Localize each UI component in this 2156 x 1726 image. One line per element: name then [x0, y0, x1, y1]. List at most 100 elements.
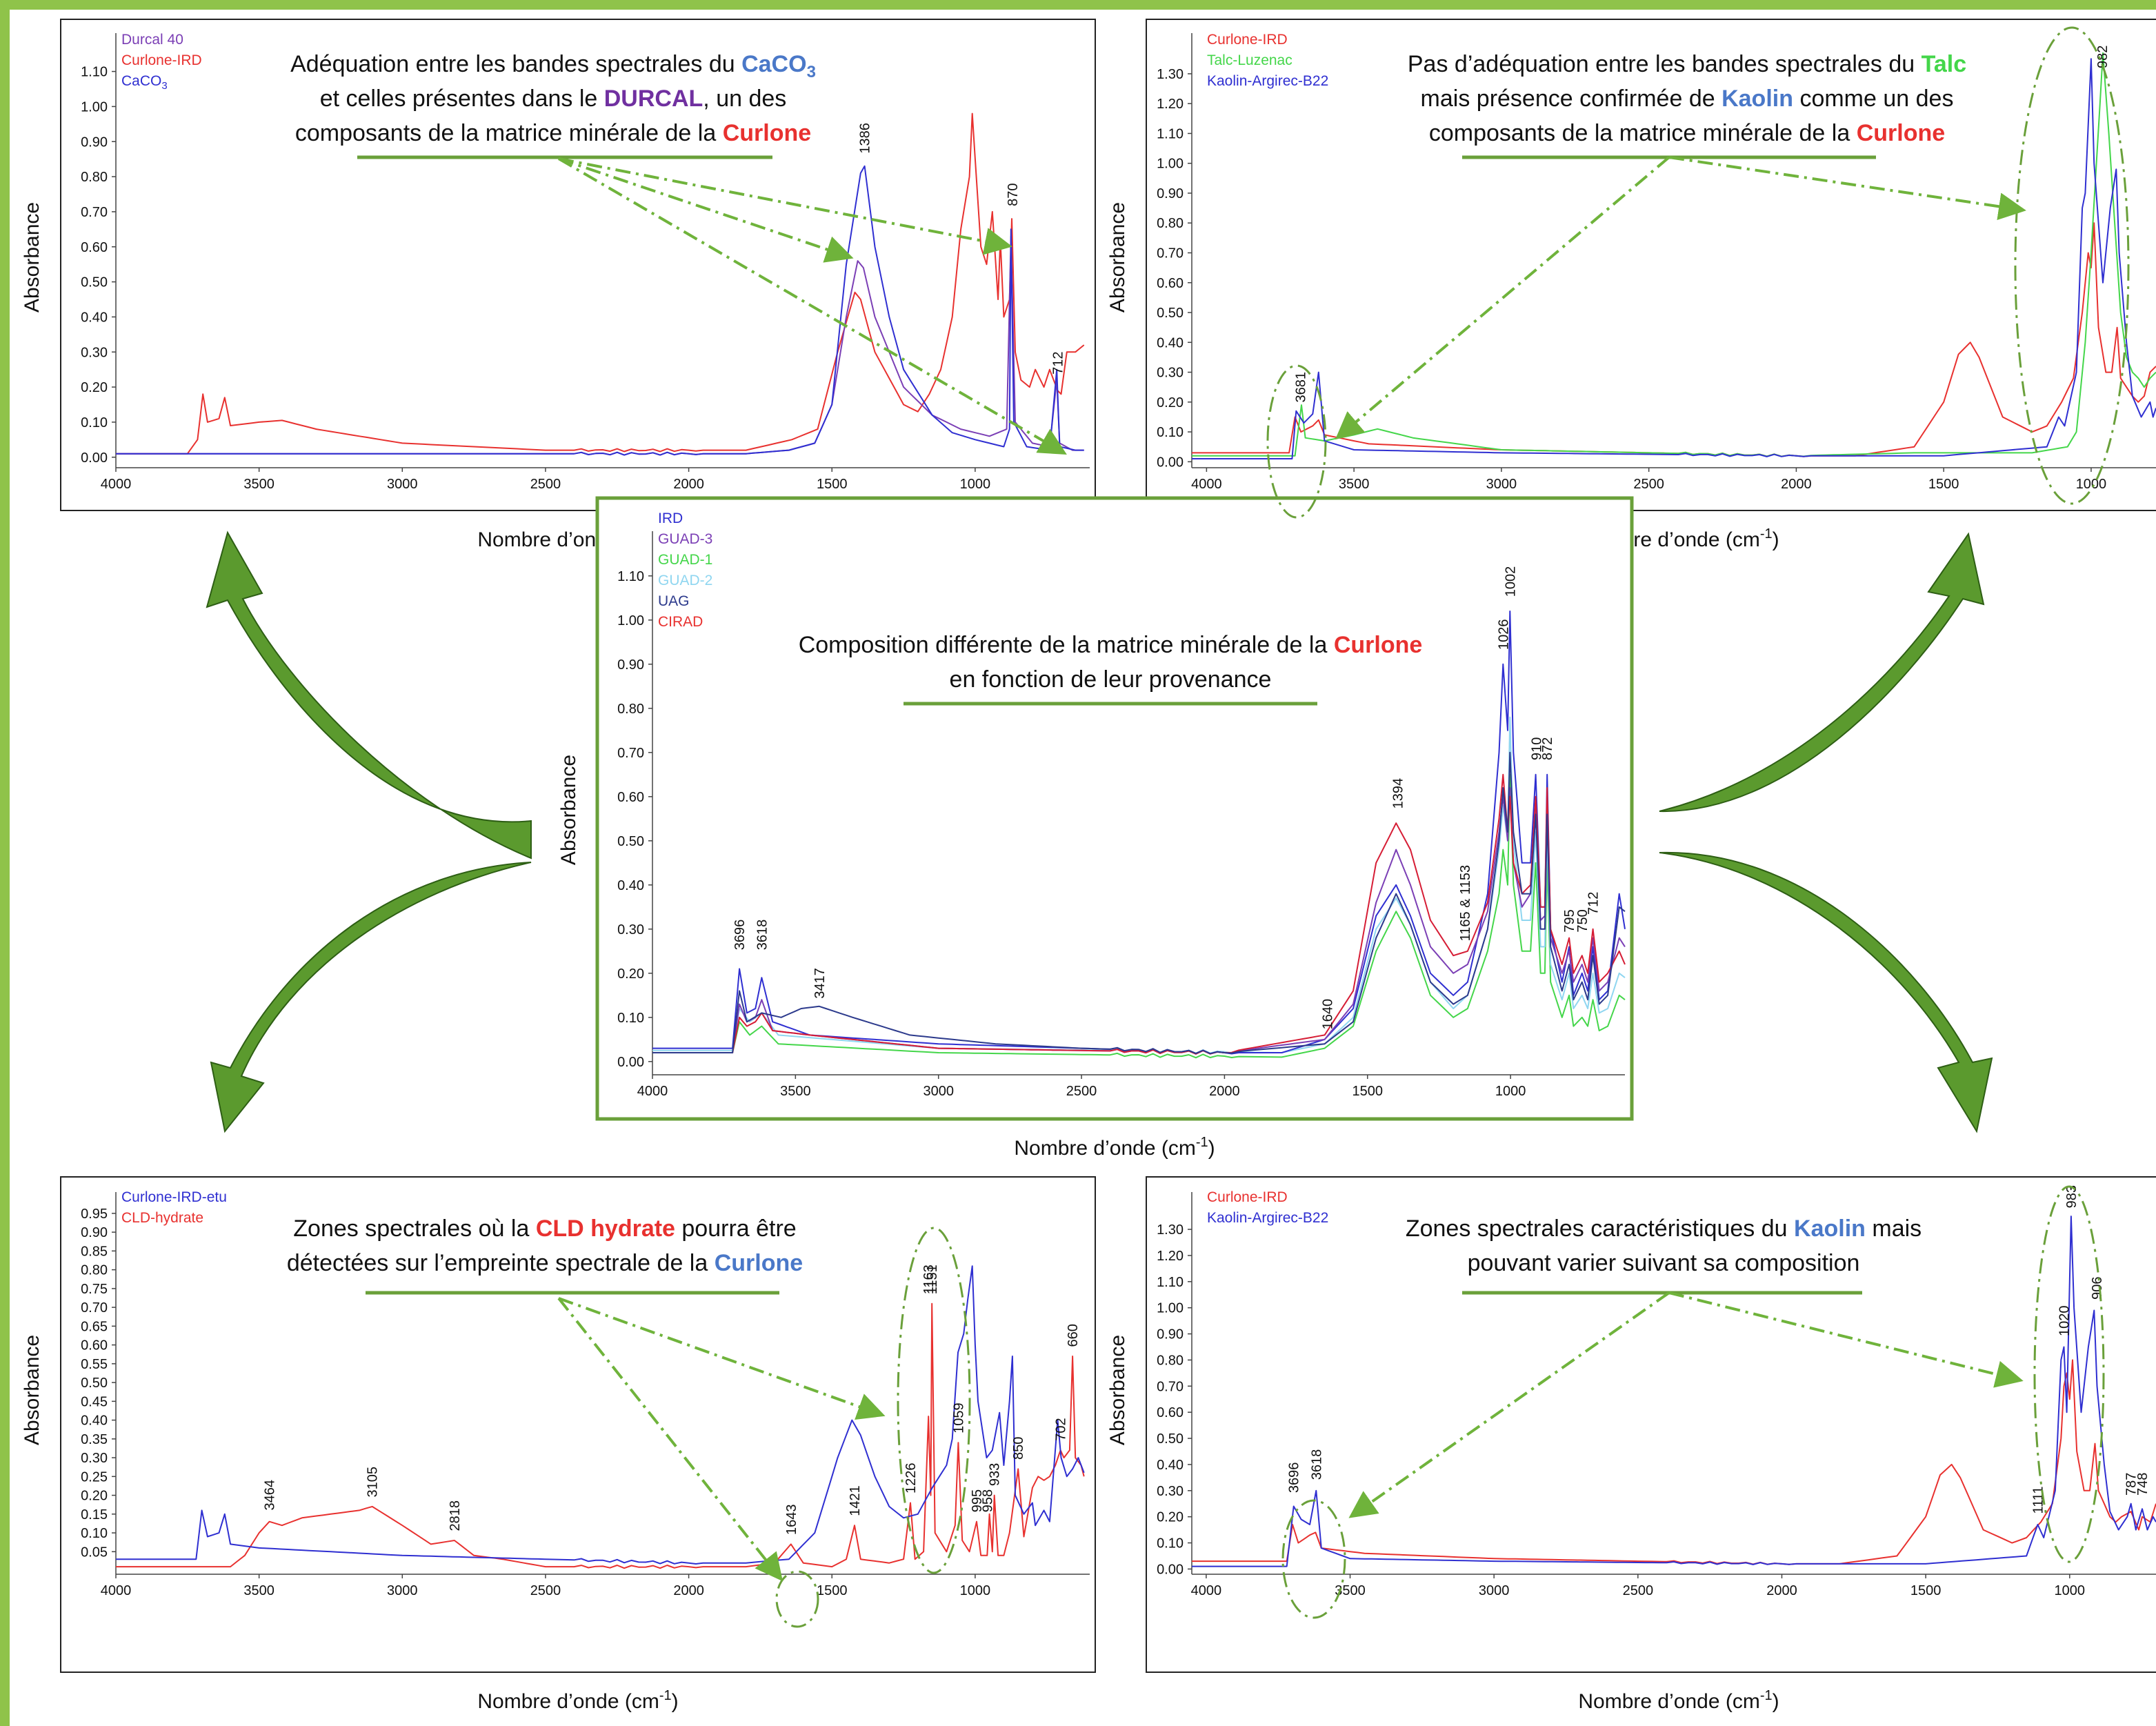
y-tick-label: 0.00	[617, 1055, 644, 1070]
highlight-ellipse	[1266, 364, 1327, 519]
peak-label: 3417	[812, 968, 828, 999]
y-tick-label: 0.40	[617, 878, 644, 893]
y-tick-label: 0.80	[617, 702, 644, 717]
x-tick-label: 1000	[2055, 1583, 2086, 1598]
y-tick-label: 0.75	[81, 1282, 108, 1297]
x-tick-label: 3000	[387, 1583, 418, 1598]
legend-entry: Curlone-IRD	[1207, 1189, 1288, 1205]
y-tick-label: 0.30	[81, 345, 108, 360]
peak-label: 1394	[1391, 778, 1406, 809]
peak-label: 1151	[925, 1264, 940, 1294]
y-tick-label: 0.80	[81, 170, 108, 185]
highlight-ellipse	[897, 1227, 971, 1574]
chart-panel-p3: 0.00 0.10 0.20 0.30 0.40 0.50 0.60 0.70 0.80 0.90…	[557, 496, 1634, 1160]
x-axis-title: Nombre d’onde (cm-1)	[1578, 1688, 1779, 1713]
series-line	[116, 1265, 1085, 1565]
legend-entry: CaCO3	[121, 73, 168, 92]
y-axis-title: Absorbance	[21, 202, 43, 313]
chart-title-line: Zones spectrales caractéristiques du Kao…	[1406, 1216, 1922, 1242]
x-tick-label: 2000	[1781, 477, 1812, 492]
chart-title-line: composants de la matrice minérale de la …	[295, 120, 811, 146]
series-line	[1192, 1216, 2156, 1567]
peak-label: 1421	[848, 1485, 863, 1516]
legend-entry: CLD-hydrate	[121, 1210, 203, 1226]
y-tick-label: 0.00	[1157, 1562, 1184, 1577]
x-tick-label: 4000	[101, 1583, 132, 1598]
x-tick-label: 3000	[923, 1084, 954, 1099]
x-tick-label: 3500	[1335, 1583, 1366, 1598]
series-line	[652, 773, 1626, 1059]
panel-border	[60, 19, 1096, 511]
peak-label: 3696	[732, 920, 748, 951]
chart-panel-p4: 0.05 0.10 0.15 0.20 0.25 0.30 0.35 0.40 0.45 0.50…	[21, 1176, 1096, 1713]
highlight-ellipse	[775, 1570, 819, 1628]
chart-title-line: pouvant varier suivant sa composition	[1468, 1250, 1860, 1276]
y-tick-label: 0.40	[81, 1413, 108, 1429]
x-tick-label: 3000	[1479, 1583, 1510, 1598]
legend-entry: CIRAD	[658, 614, 703, 630]
highlight-ellipse	[1281, 1499, 1346, 1619]
series-line	[1192, 58, 2156, 459]
x-tick-label: 2000	[673, 1583, 704, 1598]
chart-title-line: Zones spectrales où la CLD hydrate pourr…	[293, 1216, 796, 1242]
curved-arrow-right-up	[1659, 532, 1985, 813]
y-tick-label: 0.40	[81, 310, 108, 325]
pointer-arrow	[557, 157, 1067, 455]
y-tick-label: 0.15	[81, 1507, 108, 1522]
y-tick-label: 0.10	[81, 415, 108, 430]
y-tick-label: 1.10	[81, 65, 108, 80]
series-line	[652, 773, 1626, 1055]
y-tick-label: 0.30	[81, 1451, 108, 1466]
peak-label: 906	[2090, 1277, 2105, 1300]
x-tick-label: 4000	[1191, 1583, 1222, 1598]
chart-title-line: en fonction de leur provenance	[950, 666, 1272, 693]
x-tick-label: 1000	[1495, 1084, 1526, 1099]
legend-entry: Curlone-IRD	[121, 52, 202, 68]
panel-border	[60, 1176, 1096, 1673]
peak-label: 660	[1066, 1324, 1081, 1347]
x-tick-label: 3500	[243, 1583, 275, 1598]
peak-label: 712	[1050, 352, 1066, 375]
peak-label: 995	[970, 1489, 985, 1512]
x-tick-label: 2000	[1766, 1583, 1797, 1598]
curved-arrow-right-down	[1659, 851, 1993, 1133]
legend-entry: Kaolin-Argirec-B22	[1207, 73, 1328, 89]
y-tick-label: 0.90	[617, 657, 644, 673]
y-tick-label: 0.10	[81, 1526, 108, 1541]
peak-label: 983	[2064, 1185, 2079, 1208]
y-tick-label: 0.60	[81, 1338, 108, 1353]
chart-title-line: détectées sur l’empreinte spectrale de l…	[287, 1250, 803, 1276]
y-tick-label: 1.20	[1157, 1249, 1184, 1264]
y-tick-label: 0.30	[617, 922, 644, 938]
y-tick-label: 0.70	[81, 1300, 108, 1316]
y-tick-label: 0.50	[1157, 1431, 1184, 1447]
curved-arrow-left-down	[210, 862, 532, 1133]
peak-label: 3618	[755, 920, 770, 951]
chart-panel-p2: 0.00 0.10 0.20 0.30 0.40 0.50 0.60 0.70 0.80 0.90…	[1106, 19, 2156, 551]
y-tick-label: 0.85	[81, 1244, 108, 1259]
legend-entry: Curlone-IRD	[1207, 32, 1288, 48]
x-tick-label: 1500	[1910, 1583, 1942, 1598]
y-tick-label: 0.40	[1157, 1458, 1184, 1473]
y-tick-label: 0.30	[1157, 366, 1184, 381]
peak-label: 1163	[921, 1264, 937, 1294]
chart-title-line: mais présence confirmée de Kaolin comme …	[1421, 86, 1954, 112]
curved-arrow-left-up	[206, 530, 532, 860]
x-tick-label: 1500	[817, 1583, 848, 1598]
y-tick-label: 0.50	[617, 834, 644, 849]
y-tick-label: 0.25	[81, 1469, 108, 1485]
chart-title-line: Adéquation entre les bandes spectrales d…	[290, 51, 816, 81]
y-tick-label: 0.95	[81, 1207, 108, 1222]
pointer-arrow	[557, 1297, 783, 1582]
y-tick-label: 0.60	[81, 240, 108, 255]
y-tick-label: 1.10	[617, 569, 644, 584]
y-tick-label: 0.90	[1157, 1327, 1184, 1342]
y-tick-label: 0.70	[617, 746, 644, 761]
chart-title-line: Pas d’adéquation entre les bandes spectr…	[1408, 51, 1966, 77]
y-tick-label: 0.20	[1157, 395, 1184, 410]
y-tick-label: 1.00	[1157, 157, 1184, 172]
x-tick-label: 3000	[1486, 477, 1517, 492]
pointer-arrow	[1335, 156, 1670, 440]
